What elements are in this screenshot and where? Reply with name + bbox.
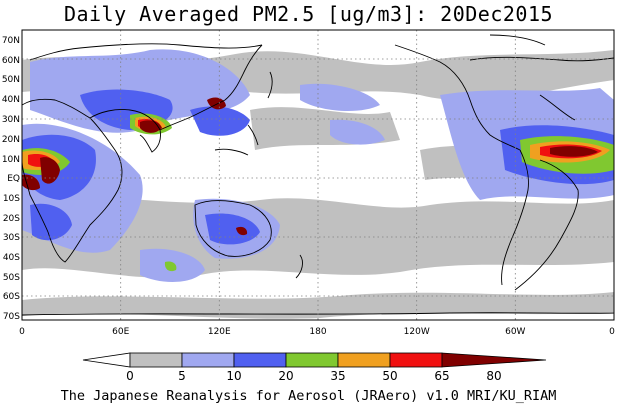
colorbar-label: 50: [382, 369, 397, 383]
longitude-labels: 0 60E 120E 180 120W 60W 0: [19, 327, 615, 337]
lat-label: 40S: [3, 253, 20, 263]
latitude-labels: 70N 60N 50N 40N 30N 20N 10N EQ 10S 20S 3…: [2, 36, 20, 322]
south-america-east-coast: [514, 159, 579, 291]
colorbar-label: 65: [434, 369, 449, 383]
colorbar-segment-2: [181, 352, 235, 368]
map-frame: [21, 29, 615, 321]
lat-label: 60S: [3, 292, 20, 302]
shade-china-blue: [190, 106, 250, 136]
map-title: Daily Averaged PM2.5 [ug/m3]: 20Dec2015: [63, 2, 554, 26]
graticule: [22, 30, 614, 320]
colorbar-segment-6: [389, 352, 443, 368]
colorbar-label: 10: [226, 369, 241, 383]
lat-label: 10S: [3, 194, 20, 204]
eurasia-north-coast: [29, 43, 263, 61]
lon-label: 120E: [208, 327, 231, 337]
philippines-coast: [247, 124, 259, 146]
lon-label: 120W: [404, 327, 430, 337]
shade-africa-darkred: [40, 157, 60, 184]
shade-north-pacific-lightblue: [300, 83, 380, 112]
australia-coast: [194, 200, 272, 257]
shade-central-pacific-lightblue: [330, 119, 385, 145]
lon-label: 0: [19, 327, 25, 337]
lat-label: 50S: [3, 273, 20, 283]
lat-label: 50N: [2, 75, 20, 85]
lat-label: 30N: [2, 115, 20, 125]
colorbar-segment-4: [285, 352, 339, 368]
lon-label: 60W: [505, 327, 525, 337]
lat-label: 20N: [2, 135, 20, 145]
colorbar: 0 5 10 20 35 50 65 80: [82, 352, 547, 383]
shade-ocean-green: [164, 261, 177, 272]
japan-coast: [267, 71, 273, 99]
lat-label: EQ: [7, 174, 20, 184]
shade-india-darkred: [140, 120, 162, 133]
lat-label: 70S: [3, 312, 20, 322]
greenland-coast: [489, 34, 546, 46]
lat-label: 30S: [3, 233, 20, 243]
lat-label: 60N: [2, 56, 20, 66]
colorbar-label: 5: [178, 369, 186, 383]
lon-label: 0: [609, 327, 615, 337]
colorbar-segment-7: [441, 352, 547, 368]
north-america-east-coast: [539, 94, 576, 121]
shade-australia-blue: [205, 213, 260, 245]
colorbar-segment-5: [337, 352, 391, 368]
lat-label: 70N: [2, 36, 20, 46]
footer-credit: The Japanese Reanalysis for Aerosol (JRA…: [60, 388, 557, 404]
shade-america-darkred: [550, 146, 598, 157]
antarctica-coast: [22, 312, 614, 316]
lon-label: 60E: [112, 327, 129, 337]
lat-label: 20S: [3, 214, 20, 224]
south-america-west-coast: [501, 149, 529, 286]
north-america-north-coast: [469, 56, 614, 62]
colorbar-label: 0: [126, 369, 134, 383]
colorbar-segment-3: [233, 352, 287, 368]
north-america-west-coast: [394, 44, 521, 151]
colorbar-label: 20: [278, 369, 293, 383]
lat-label: 40N: [2, 95, 20, 105]
lat-label: 10N: [2, 155, 20, 165]
colorbar-segment-0: [82, 352, 131, 368]
shade-australia-darkred: [236, 226, 248, 236]
colorbar-segment-1: [129, 352, 183, 368]
shade-south-africa-blue: [30, 203, 72, 241]
indonesia-coast: [214, 148, 249, 156]
africa-coast: [22, 98, 123, 263]
shade-africa-darkred-2: [22, 174, 40, 191]
new-zealand-coast: [295, 254, 303, 279]
lon-label: 180: [309, 327, 326, 337]
colorbar-label: 35: [330, 369, 345, 383]
colorbar-label: 80: [486, 369, 501, 383]
